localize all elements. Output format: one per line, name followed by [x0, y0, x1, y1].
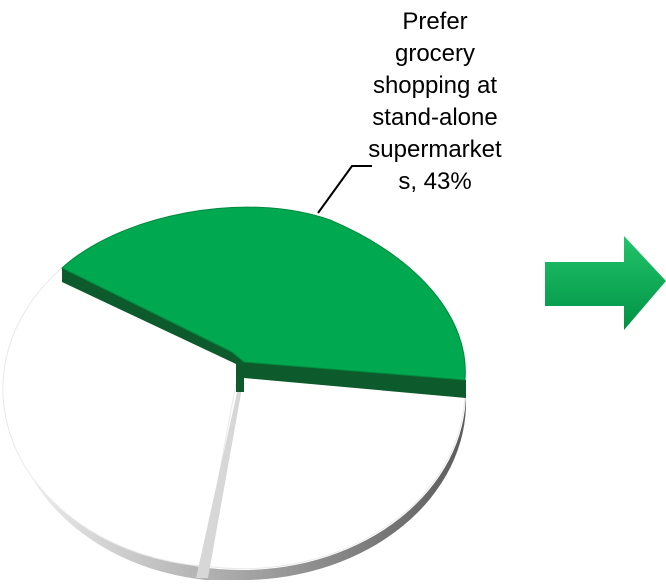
pie-divider: [196, 388, 242, 578]
label-leader-line: [317, 165, 372, 214]
slice-label-supermarket: Prefer grocery shopping at stand-alone s…: [368, 8, 502, 195]
pie-slice-green: [61, 206, 466, 381]
right-arrow-icon: [545, 236, 666, 330]
pie-slice-white-left: [2, 267, 241, 567]
pie-slice-white-right: [204, 369, 466, 570]
pie-slice-green-edge: [62, 268, 466, 398]
